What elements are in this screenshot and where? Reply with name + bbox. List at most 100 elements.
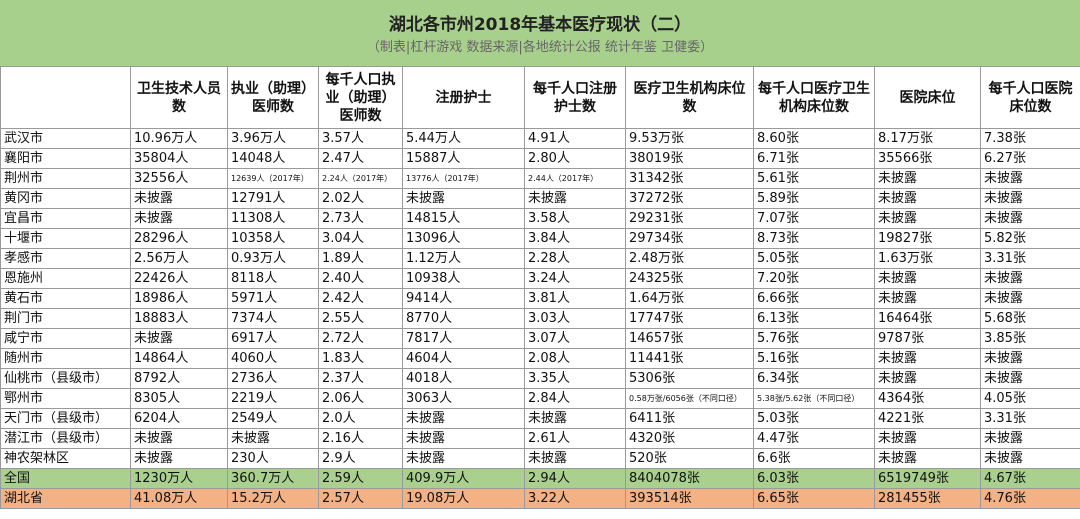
table-cell: 10358人 (227, 228, 319, 249)
table-cell: 5.05张 (753, 248, 875, 269)
table-cell: 未披露 (874, 368, 981, 389)
table-row: 潜江市（县级市） 未披露 未披露 2.16人 未披露 2.61人 4320张 4.47张 未披露… (0, 428, 1080, 449)
table-cell: 6.03张 (753, 468, 875, 489)
table-cell: 7.20张 (753, 268, 875, 289)
table-cell: 6.27张 (980, 148, 1080, 169)
national-row: 全国 1230万人 360.7万人 2.59人 409.9万人 2.94人 8404078张… (0, 468, 1080, 489)
table-cell: 5.38张/5.62张（不同口径） (753, 388, 875, 409)
table-cell: 未披露 (130, 208, 228, 229)
region-cell: 宜昌市 (0, 208, 131, 229)
table-cell: 0.58万张/6056张（不同口径） (625, 388, 754, 409)
table-cell: 2219人 (227, 388, 319, 409)
table-cell: 5.68张 (980, 308, 1080, 329)
table-cell: 2.37人 (318, 368, 403, 389)
table-cell: 未披露 (980, 348, 1080, 369)
table-cell: 3.58人 (524, 208, 626, 229)
table-cell: 2.24人（2017年） (318, 168, 403, 189)
table-cell: 2.56万人 (130, 248, 228, 269)
table-cell: 2.73人 (318, 208, 403, 229)
table-cell: 393514张 (625, 488, 754, 509)
table-cell: 3.31张 (980, 408, 1080, 429)
table-cell: 230人 (227, 448, 319, 469)
table-cell: 29231张 (625, 208, 754, 229)
table-cell: 3.81人 (524, 288, 626, 309)
table-cell: 12639人（2017年） (227, 168, 319, 189)
table-cell: 7.07张 (753, 208, 875, 229)
table-cell: 2.0人 (318, 408, 403, 429)
table-cell: 14657张 (625, 328, 754, 349)
table-cell: 8792人 (130, 368, 228, 389)
table-row: 荆门市 18883人 7374人 2.55人 8770人 3.03人 17747张 6.13张… (0, 308, 1080, 329)
table-cell: 未披露 (874, 188, 981, 209)
table-cell: 未披露 (980, 268, 1080, 289)
table-cell: 3.85张 (980, 328, 1080, 349)
table-cell: 6519749张 (874, 468, 981, 489)
table-cell: 2.72人 (318, 328, 403, 349)
table-cell: 360.7万人 (227, 468, 319, 489)
region-cell: 随州市 (0, 348, 131, 369)
table-cell: 2.28人 (524, 248, 626, 269)
table-cell: 6204人 (130, 408, 228, 429)
region-cell: 神农架林区 (0, 448, 131, 469)
table-cell: 4.91人 (524, 128, 626, 149)
table-cell: 2549人 (227, 408, 319, 429)
table-cell: 5.03张 (753, 408, 875, 429)
table-cell: 未披露 (402, 428, 525, 449)
table-cell: 6.6张 (753, 448, 875, 469)
table-cell: 14864人 (130, 348, 228, 369)
table-cell: 3.35人 (524, 368, 626, 389)
table-cell: 18883人 (130, 308, 228, 329)
table-cell: 未披露 (524, 408, 626, 429)
table-cell: 5.76张 (753, 328, 875, 349)
table-cell: 2.08人 (524, 348, 626, 369)
province-row: 湖北省 41.08万人 15.2万人 2.57人 19.08万人 3.22人 393514张… (0, 488, 1080, 509)
table-cell: 28296人 (130, 228, 228, 249)
table-cell: 3.96万人 (227, 128, 319, 149)
table-row: 天门市（县级市） 6204人 2549人 2.0人 未披露 未披露 6411张 5.03张 42… (0, 408, 1080, 429)
table-cell: 3.84人 (524, 228, 626, 249)
region-cell: 荆州市 (0, 168, 131, 189)
table-cell: 2.02人 (318, 188, 403, 209)
header-cell: 每千人口医疗卫生机构床位数 (753, 66, 875, 129)
header-row: 卫生技术人员数 执业（助理）医师数 每千人口执业（助理）医师数 注册护士 每千人… (0, 66, 1080, 129)
table-row: 仙桃市（县级市） 8792人 2736人 2.37人 4018人 3.35人 5306张 6.… (0, 368, 1080, 389)
table-cell: 1.64万张 (625, 288, 754, 309)
table-cell: 19827张 (874, 228, 981, 249)
table-cell: 未披露 (402, 188, 525, 209)
table-title: 湖北各市州2018年基本医疗现状（二） (388, 15, 692, 35)
region-cell: 湖北省 (0, 488, 131, 509)
table-cell: 11308人 (227, 208, 319, 229)
header-cell: 每千人口执业（助理）医师数 (318, 66, 403, 129)
table-cell: 3.57人 (318, 128, 403, 149)
table-cell: 9414人 (402, 288, 525, 309)
table-row: 随州市 14864人 4060人 1.83人 4604人 2.08人 11441张 5.16张… (0, 348, 1080, 369)
header-cell: 执业（助理）医师数 (227, 66, 319, 129)
table-cell: 3.24人 (524, 268, 626, 289)
table-cell: 未披露 (524, 188, 626, 209)
table-cell: 409.9万人 (402, 468, 525, 489)
region-cell: 黄石市 (0, 288, 131, 309)
table-cell: 6.13张 (753, 308, 875, 329)
table-cell: 6917人 (227, 328, 319, 349)
table-cell: 未披露 (874, 448, 981, 469)
table-cell: 5.16张 (753, 348, 875, 369)
data-table: 卫生技术人员数 执业（助理）医师数 每千人口执业（助理）医师数 注册护士 每千人… (0, 66, 1080, 509)
region-cell: 十堰市 (0, 228, 131, 249)
table-cell: 4221张 (874, 408, 981, 429)
table-row: 宜昌市 未披露 11308人 2.73人 14815人 3.58人 29231张 7.07张未… (0, 208, 1080, 229)
table-cell: 4.05张 (980, 388, 1080, 409)
header-cell: 医疗卫生机构床位数 (625, 66, 754, 129)
region-cell: 仙桃市（县级市） (0, 368, 131, 389)
region-cell: 荆门市 (0, 308, 131, 329)
table-cell: 2.42人 (318, 288, 403, 309)
table-cell: 16464张 (874, 308, 981, 329)
table-subtitle: （制表|杠杆游戏 数据来源|各地统计公报 统计年鉴 卫健委） (366, 40, 714, 55)
table-cell: 8770人 (402, 308, 525, 329)
table-row: 恩施州 22426人 8118人 2.40人 10938人 3.24人 24325张 7.20… (0, 268, 1080, 289)
table-cell: 未披露 (874, 208, 981, 229)
table-row: 襄阳市 35804人 14048人 2.47人 15887人 2.80人 38019张 6.7… (0, 148, 1080, 169)
table-cell: 15887人 (402, 148, 525, 169)
table-cell: 2.47人 (318, 148, 403, 169)
table-cell: 未披露 (130, 428, 228, 449)
table-cell: 2.94人 (524, 468, 626, 489)
